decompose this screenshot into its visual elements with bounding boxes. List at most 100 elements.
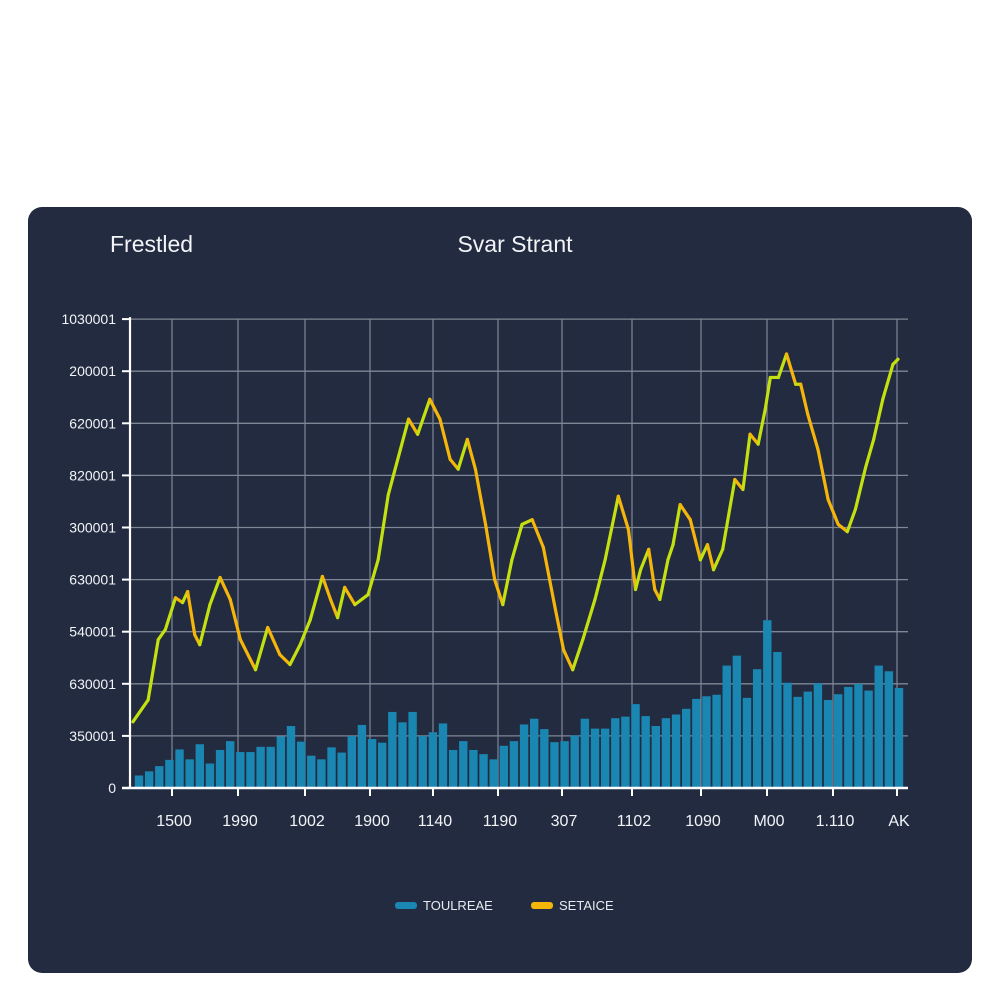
- line-segment: [163, 596, 178, 632]
- bar: [205, 763, 215, 788]
- line-segment: [705, 543, 716, 572]
- x-tick-label: 1190: [483, 813, 518, 830]
- x-tick-label: 1.110: [816, 813, 855, 830]
- bar: [864, 690, 873, 788]
- bar: [307, 755, 316, 788]
- bar: [448, 749, 458, 788]
- line-segment: [863, 437, 876, 470]
- bar: [641, 716, 650, 788]
- line-segment: [688, 518, 702, 562]
- line-segment: [473, 467, 488, 526]
- legend-item-line: SETAICE: [531, 898, 614, 913]
- line-segment: [131, 698, 150, 724]
- bar: [722, 665, 731, 788]
- bar: [621, 716, 630, 788]
- legend: TOULREAE SETAICE: [0, 898, 1000, 918]
- bar: [671, 714, 681, 788]
- line-segment: [510, 522, 524, 562]
- line-segment: [541, 545, 558, 612]
- bar: [499, 745, 508, 788]
- line-segment: [266, 625, 282, 657]
- line-segment: [561, 648, 575, 672]
- bar: [813, 683, 823, 788]
- line-segment: [386, 447, 403, 497]
- bar: [560, 741, 569, 788]
- bar: [337, 752, 346, 788]
- y-tick-label: 200001: [69, 363, 116, 379]
- line-segment: [666, 543, 675, 562]
- bar: [378, 742, 387, 788]
- bar: [712, 694, 721, 788]
- bar: [489, 759, 498, 788]
- x-tick-label: 1990: [222, 813, 258, 830]
- line-segment: [366, 558, 380, 597]
- line-segment: [603, 494, 620, 562]
- bar: [246, 752, 255, 788]
- bar: [884, 671, 894, 788]
- line-segment: [376, 493, 390, 562]
- bar: [357, 724, 367, 788]
- legend-label-line: SETAICE: [559, 898, 614, 913]
- bar: [408, 711, 417, 788]
- bar: [134, 775, 144, 788]
- bar: [540, 729, 549, 788]
- legend-item-bars: TOULREAE: [395, 898, 493, 913]
- x-tick-label: 307: [551, 813, 578, 830]
- line-segment: [438, 417, 452, 461]
- bar: [317, 759, 326, 788]
- line-segment: [520, 518, 534, 526]
- bar: [428, 732, 438, 788]
- bar: [296, 741, 306, 788]
- y-tick-label: 620001: [69, 415, 116, 431]
- line-segment: [678, 502, 692, 522]
- line-segment: [353, 593, 370, 607]
- bar: [742, 697, 752, 788]
- line-segment: [836, 522, 849, 534]
- line-segment: [571, 637, 585, 672]
- bar: [175, 749, 184, 788]
- line-segment: [647, 547, 657, 592]
- bar: [236, 752, 245, 788]
- line-segment: [228, 597, 242, 642]
- bar: [479, 754, 488, 788]
- line-segment: [208, 575, 222, 607]
- line-segment: [853, 465, 868, 511]
- bar: [600, 728, 610, 788]
- bar: [874, 665, 883, 788]
- line-segment: [658, 558, 670, 601]
- bar: [226, 741, 235, 788]
- chart-card: [28, 207, 972, 973]
- line-segment: [671, 502, 682, 547]
- bar: [276, 736, 286, 788]
- bar: [256, 746, 265, 788]
- line-segment: [626, 527, 638, 592]
- line-segment: [320, 574, 333, 601]
- line-segment: [298, 618, 312, 647]
- line-segment: [308, 574, 325, 622]
- y-tick-label: 630001: [69, 676, 116, 692]
- bar: [631, 704, 640, 788]
- bar: [611, 718, 620, 788]
- x-tick-label: AK: [888, 813, 910, 830]
- bar: [803, 691, 812, 788]
- bar: [215, 749, 225, 788]
- bar: [367, 739, 377, 788]
- legend-label-bars: TOULREAE: [423, 898, 493, 913]
- line-segment: [806, 412, 820, 451]
- line-segment: [398, 417, 411, 451]
- bar: [763, 620, 772, 788]
- bar: [266, 746, 275, 788]
- line-segment: [416, 397, 432, 436]
- bar: [509, 741, 519, 788]
- line-segment: [756, 407, 767, 446]
- y-tick-label: 1030001: [61, 311, 116, 327]
- bar: [144, 771, 154, 788]
- line-segment: [146, 637, 160, 702]
- bar: [773, 652, 782, 788]
- bar: [165, 759, 174, 788]
- line-segment: [530, 518, 545, 549]
- legend-swatch-line: [531, 902, 553, 909]
- line-segment: [238, 637, 258, 672]
- bar: [844, 686, 853, 788]
